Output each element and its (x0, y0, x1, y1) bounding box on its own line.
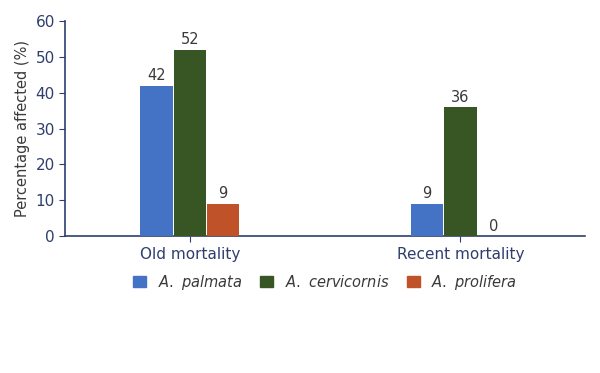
Bar (140, 85, 173, 236)
Bar (444, 107, 477, 236)
Text: 0: 0 (489, 219, 499, 233)
Bar (411, 204, 443, 236)
Text: 36: 36 (451, 90, 470, 104)
Text: 9: 9 (218, 186, 228, 201)
Legend: $\it{A.\ palmata}$, $\it{A.\ cervicornis}$, $\it{A.\ prolifera}$: $\it{A.\ palmata}$, $\it{A.\ cervicornis… (128, 267, 523, 298)
Y-axis label: Percentage affected (%): Percentage affected (%) (15, 40, 30, 217)
Text: 9: 9 (422, 186, 432, 201)
Text: 52: 52 (181, 32, 199, 47)
Text: 42: 42 (147, 68, 166, 83)
Bar (207, 204, 239, 236)
Bar (173, 50, 206, 236)
